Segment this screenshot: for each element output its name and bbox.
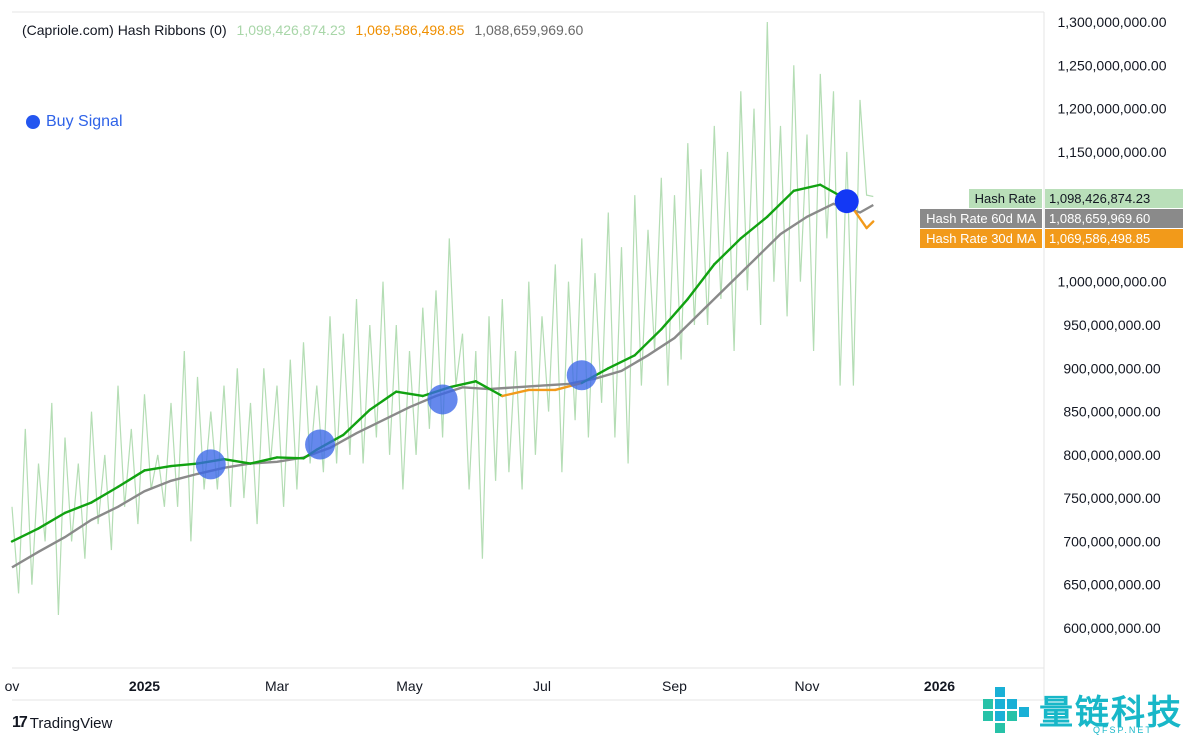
legend-ma60-value: 1,088,659,969.60	[474, 22, 584, 38]
watermark-name: 量链科技	[1039, 693, 1183, 733]
x-tick-label: Sep	[662, 678, 687, 694]
hash-rate-tag-value: 1,098,426,874.23	[1045, 189, 1183, 208]
ma30-segment	[368, 390, 398, 412]
y-tick-label: 900,000,000.00	[1063, 360, 1161, 376]
legend-ma30-value: 1,069,586,498.85	[355, 22, 465, 38]
y-tick-label: 1,200,000,000.00	[1058, 101, 1167, 117]
watermark: 量链科技 QFSP.NET	[975, 683, 1195, 741]
ma30-segment	[249, 456, 279, 465]
buy-signal-legend: Buy Signal	[26, 113, 123, 131]
ma30-price-tag: Hash Rate 30d MA 1,069,586,498.85	[0, 229, 1200, 248]
ma30-segment	[739, 215, 769, 240]
hash-rate-line	[11, 21, 874, 616]
x-tick-label: Mar	[265, 678, 289, 694]
y-tick-label: 1,300,000,000.00	[1058, 14, 1167, 30]
ma30-segment	[222, 457, 252, 465]
ma30-segment	[37, 511, 67, 530]
indicator-legend: (Capriole.com) Hash Ribbons (0) 1,098,42…	[22, 22, 589, 38]
ma30-segment	[395, 390, 424, 398]
watermark-logo-icon	[983, 687, 1029, 733]
tradingview-label: TradingView	[29, 714, 113, 732]
ma30-segment	[713, 237, 742, 266]
y-tick-label: 850,000,000.00	[1063, 404, 1161, 420]
ma30-segment	[792, 183, 822, 193]
ma30-tag-name: Hash Rate 30d MA	[920, 229, 1042, 248]
ma30-segment	[275, 456, 305, 460]
y-tick-label: 700,000,000.00	[1063, 533, 1161, 549]
ma30-segment	[342, 408, 371, 437]
y-tick-label: 800,000,000.00	[1063, 447, 1161, 463]
buy-signal-marker	[427, 384, 458, 415]
ma30-segment	[607, 354, 636, 370]
ma30-segment	[633, 328, 663, 357]
ma30-segment	[448, 380, 477, 389]
ma30-segment	[686, 263, 716, 301]
buy-signal-dot-icon	[26, 115, 40, 129]
ma30-segment	[169, 462, 199, 468]
x-tick-label: 2026	[924, 678, 955, 694]
ma60-tag-name: Hash Rate 60d MA	[920, 209, 1042, 228]
ma30-segment	[90, 485, 120, 504]
ma30-tag-value: 1,069,586,498.85	[1045, 229, 1183, 248]
x-tick-label: ov	[5, 678, 20, 694]
y-tick-label: 1,150,000,000.00	[1058, 144, 1167, 160]
watermark-domain: QFSP.NET	[1093, 725, 1153, 735]
buy-signal-marker	[834, 189, 859, 214]
x-tick-label: May	[396, 678, 422, 694]
tradingview-brand[interactable]: 17 TradingView	[12, 714, 112, 732]
y-tick-label: 950,000,000.00	[1063, 317, 1161, 333]
buy-signal-marker	[566, 360, 597, 391]
buy-signal-marker	[195, 449, 226, 480]
ma30-segment	[766, 189, 795, 218]
ma30-segment	[116, 469, 146, 489]
ma30-segment	[501, 388, 530, 398]
buy-signal-label: Buy Signal	[46, 113, 123, 130]
ma30-segment	[474, 380, 504, 398]
x-tick-label: Jul	[533, 678, 551, 694]
ma30-segment	[63, 501, 93, 515]
y-tick-label: 1,250,000,000.00	[1058, 57, 1167, 73]
y-tick-label: 750,000,000.00	[1063, 490, 1161, 506]
y-tick-label: 650,000,000.00	[1063, 577, 1161, 593]
x-tick-label: Nov	[795, 678, 820, 694]
x-tick-label: 2025	[129, 678, 160, 694]
indicator-title: (Capriole.com) Hash Ribbons (0)	[22, 22, 227, 38]
hash-rate-price-tag: Hash Rate 1,098,426,874.23	[0, 189, 1200, 208]
buy-signal-marker	[305, 429, 336, 460]
ma30-segment	[660, 297, 689, 331]
hash-rate-tag-name: Hash Rate	[968, 189, 1042, 208]
ma30-segment	[10, 527, 40, 543]
y-tick-label: 600,000,000.00	[1063, 620, 1161, 636]
tradingview-logo-icon: 17	[12, 714, 28, 731]
y-tick-label: 1,000,000,000.00	[1058, 274, 1167, 290]
ma30-segment	[865, 220, 875, 230]
ma60-price-tag: Hash Rate 60d MA 1,088,659,969.60	[0, 209, 1200, 228]
ma60-tag-value: 1,088,659,969.60	[1045, 209, 1183, 228]
ma30-segment	[143, 464, 173, 472]
legend-hash-rate-value: 1,098,426,874.23	[236, 22, 346, 38]
